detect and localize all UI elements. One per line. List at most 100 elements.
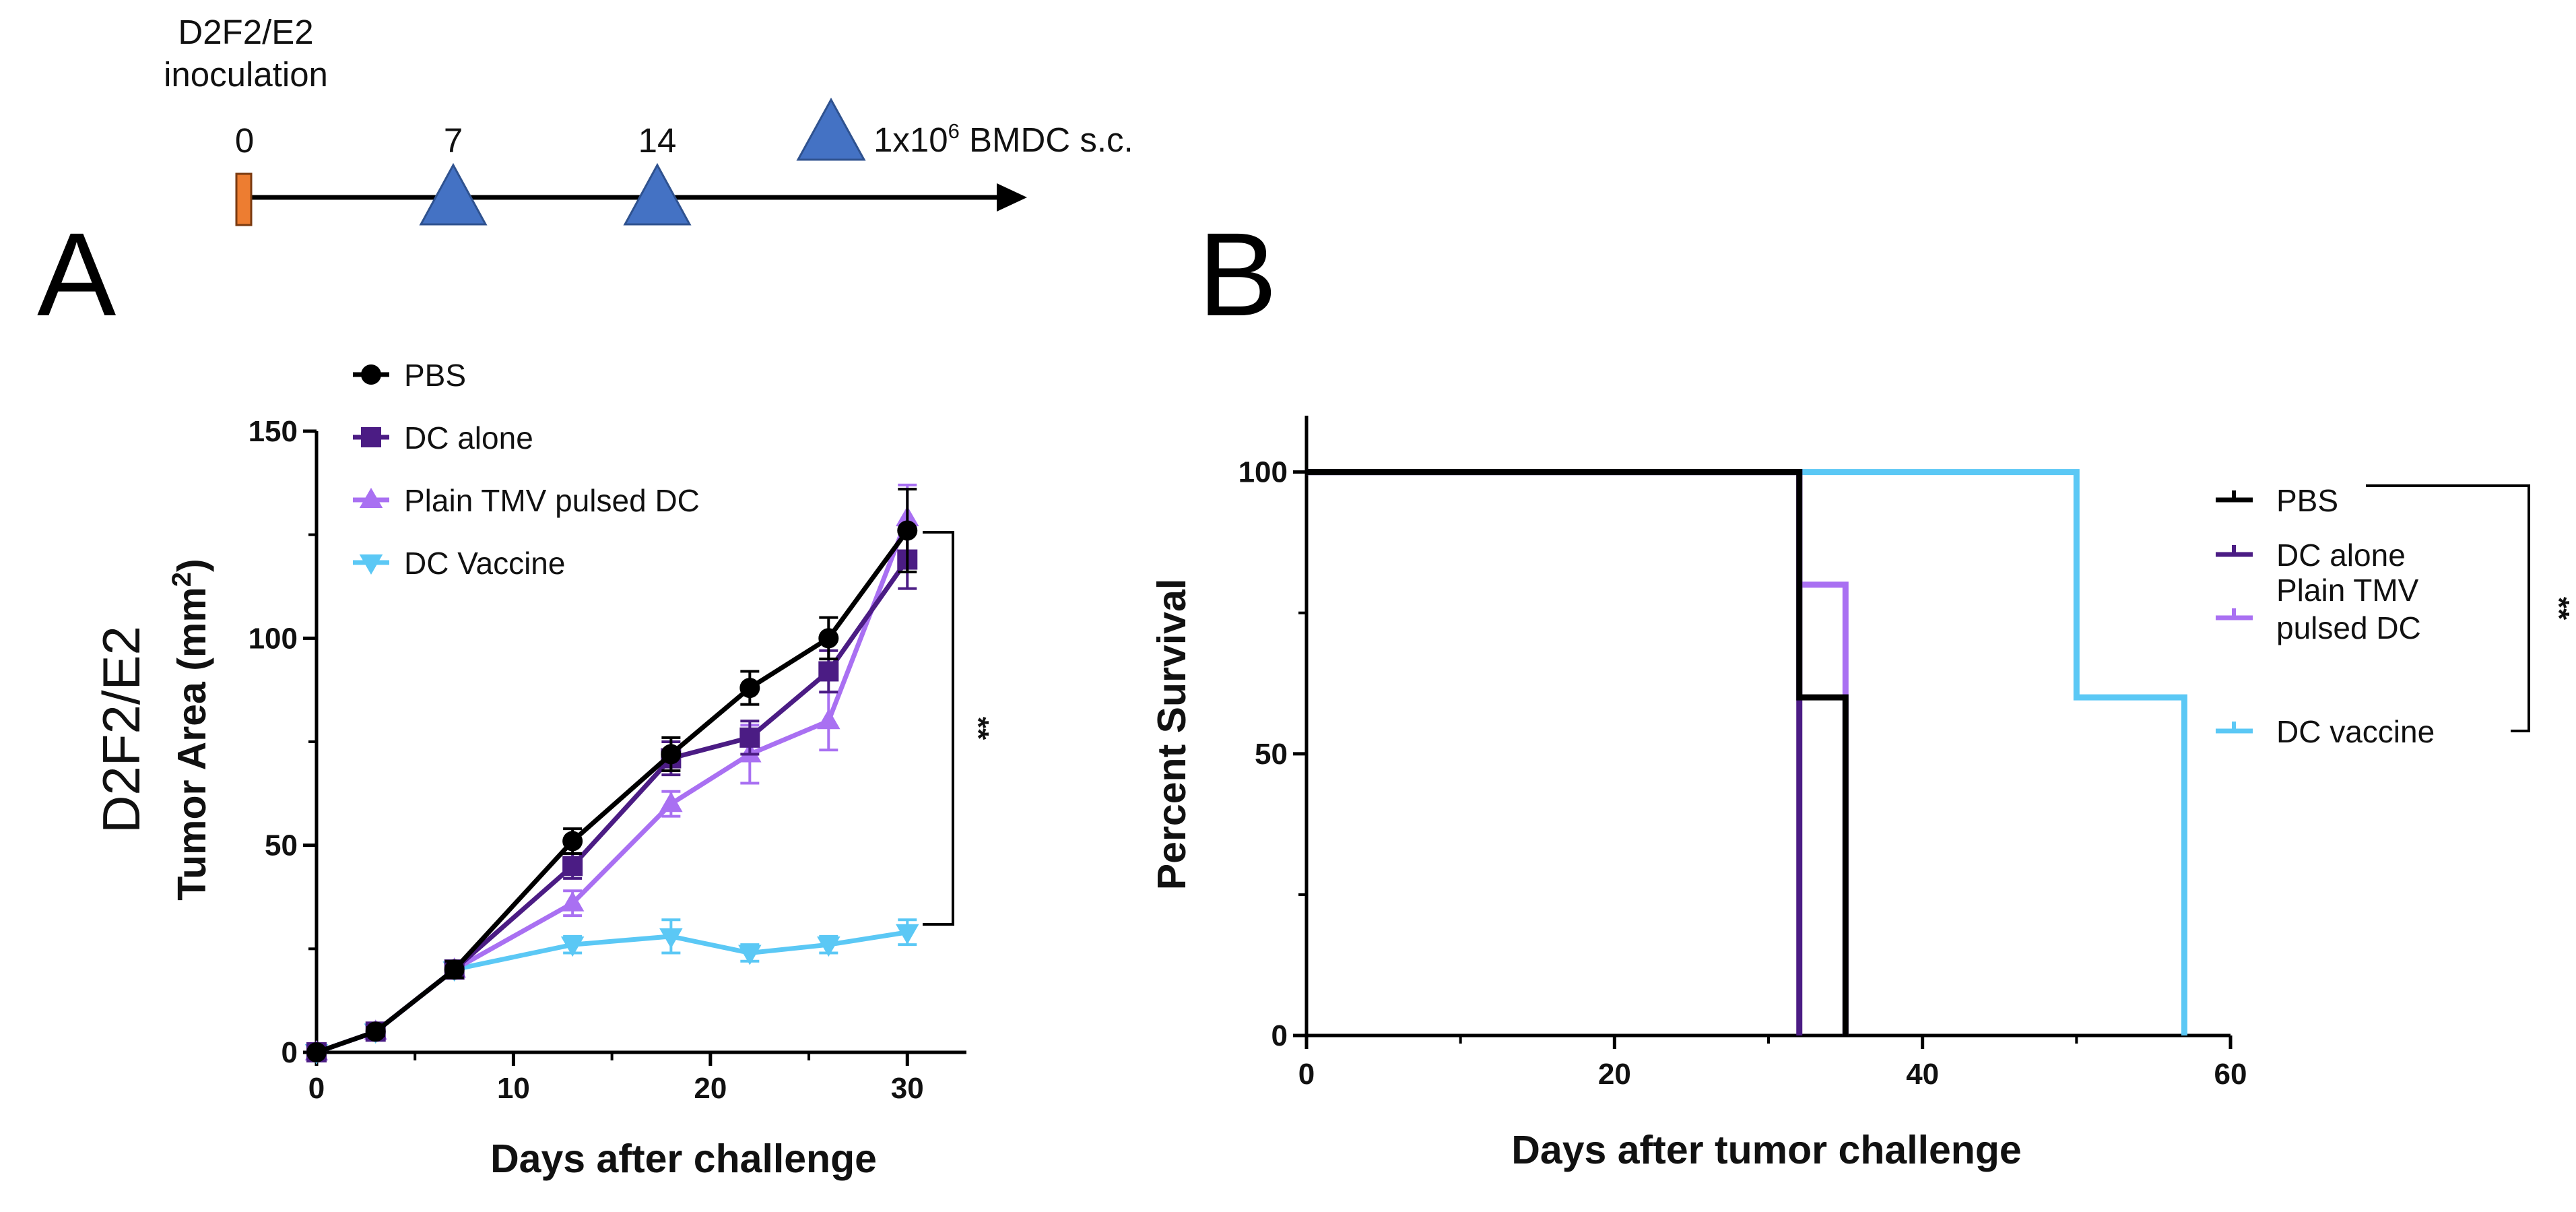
- chart-b-legend-item-pbs: PBS: [2216, 483, 2338, 518]
- timeline-arrowhead: [997, 183, 1027, 212]
- chart-a-point-dc-alone: [562, 856, 583, 876]
- chart-a-point-plain-tmv-pulsed-dc: [817, 709, 840, 730]
- chart-b-step-line-dc-vaccine: [1307, 469, 2187, 1035]
- chart-b: Percent Survival Days after tumor challe…: [1150, 416, 2575, 1172]
- chart-b-legend-label: DC vaccine: [2276, 714, 2435, 749]
- chart-a-significance-bracket: [923, 531, 954, 926]
- chart-a-side-label: D2F2/E2: [92, 626, 151, 833]
- chart-b-legend-item-dc-vaccine: DC vaccine: [2216, 714, 2435, 749]
- chart-a-line-plain-tmv-pulsed-dc: [315, 517, 910, 1055]
- chart-b-series: [1307, 469, 2187, 1035]
- chart-a-point-dc-vaccine: [560, 936, 585, 957]
- chart-a-y-axis: 0 50 100 150: [249, 415, 319, 1069]
- chart-b-x-axis-title: Days after tumor challenge: [1511, 1128, 2021, 1172]
- panel-letter-a: A: [37, 209, 117, 341]
- chart-b-x-tick-label: 20: [1598, 1058, 1631, 1091]
- chart-a-x-axis-title: Days after challenge: [490, 1137, 877, 1181]
- chart-a-y-tick-label: 0: [282, 1036, 298, 1069]
- chart-a-series: [304, 483, 919, 1064]
- chart-b-x-tick-label: 40: [1906, 1058, 1939, 1091]
- chart-b-x-tick-label: 60: [2214, 1058, 2247, 1091]
- chart-a-x-tick-label: 30: [891, 1072, 924, 1105]
- chart-a-point-plain-tmv-pulsed-dc: [560, 891, 585, 912]
- chart-a-line-pbs: [315, 529, 910, 1055]
- chart-a-point-pbs: [818, 628, 839, 649]
- chart-a-legend-label: DC alone: [404, 420, 533, 455]
- chart-b-x-tick-label: 0: [1298, 1058, 1315, 1091]
- chart-a-point-dc-vaccine: [817, 936, 840, 957]
- chart-a-significance: **: [923, 531, 995, 926]
- chart-a-point-pbs: [306, 1042, 327, 1062]
- chart-a-point-pbs: [661, 744, 682, 765]
- timeline: D2F2/E2 inoculation 0 7 14 1x106 BMDC s.…: [164, 13, 1133, 226]
- timeline-day-7: 7: [444, 121, 463, 160]
- chart-a-legend-marker-dc-vaccine: [359, 554, 383, 575]
- chart-b-step-line-plain-tmv-pulsed-dc: [1307, 469, 1849, 1035]
- timeline-start-marker: [235, 172, 253, 226]
- chart-a: D2F2/E2 Tumor Area (mm2) Days after chal…: [92, 358, 995, 1181]
- chart-a-point-pbs: [444, 959, 465, 980]
- chart-a-legend-item-pbs: PBS: [353, 358, 466, 393]
- chart-a-legend-item-dc-alone: DC alone: [353, 420, 533, 455]
- chart-a-line-dc-vaccine: [315, 930, 908, 1055]
- timeline-day-14: 14: [638, 121, 677, 160]
- chart-a-series-pbs: [306, 488, 918, 1062]
- chart-a-legend-item-plain-tmv-pulsed-dc: Plain TMV pulsed DC: [353, 483, 700, 518]
- chart-a-legend: PBS DC alone Plain TMV pulsed DC DC Vaccine: [353, 358, 700, 581]
- chart-a-point-dc-alone: [818, 661, 839, 682]
- timeline-day-0: 0: [235, 121, 254, 160]
- chart-a-legend-item-dc-vaccine: DC Vaccine: [353, 546, 565, 581]
- chart-b-legend-label: pulsed DC: [2276, 610, 2421, 645]
- chart-a-legend-marker-plain-tmv-pulsed-dc: [359, 488, 383, 508]
- chart-a-x-axis: 0 10 20 30: [308, 1050, 966, 1105]
- chart-a-point-pbs: [739, 678, 760, 699]
- timeline-legend-text: 1x106 BMDC s.c.: [873, 119, 1133, 159]
- chart-b-y-tick-label: 0: [1272, 1019, 1288, 1052]
- chart-a-point-pbs: [897, 520, 918, 541]
- chart-a-point-dc-vaccine: [659, 928, 683, 949]
- chart-a-y-tick-label: 150: [249, 415, 298, 448]
- chart-b-y-axis: 0 50 100: [1239, 416, 1309, 1052]
- chart-a-legend-label: DC Vaccine: [404, 546, 565, 581]
- timeline-bmdc-triangle-day7: [419, 162, 488, 226]
- timeline-legend-triangle: [796, 97, 866, 161]
- chart-a-legend-label: PBS: [404, 358, 466, 393]
- timeline-bmdc-triangle-day14: [623, 162, 692, 226]
- chart-a-point-pbs: [562, 831, 583, 852]
- chart-a-point-pbs: [365, 1021, 386, 1042]
- chart-b-step-line-dc-alone: [1307, 469, 1803, 1035]
- chart-a-legend-label: Plain TMV pulsed DC: [404, 483, 700, 518]
- chart-a-series-dc-vaccine: [304, 918, 919, 1064]
- panel-letter-b: B: [1198, 209, 1277, 341]
- chart-b-significance-label: **: [2542, 597, 2575, 620]
- chart-a-x-tick-label: 10: [497, 1072, 530, 1105]
- chart-a-point-plain-tmv-pulsed-dc: [659, 792, 683, 812]
- chart-b-significance-bracket: [2366, 484, 2530, 732]
- chart-a-y-tick-label: 100: [249, 622, 298, 655]
- chart-b-step-line-pbs: [1307, 469, 1849, 1035]
- chart-a-series-plain-tmv-pulsed-dc: [304, 483, 919, 1060]
- chart-b-legend-label: PBS: [2276, 483, 2338, 518]
- chart-a-series-dc-alone: [306, 529, 918, 1062]
- chart-a-point-dc-alone: [739, 727, 760, 748]
- timeline-start-label-line1: D2F2/E2: [178, 13, 313, 51]
- timeline-start-label-line2: inoculation: [164, 55, 328, 94]
- chart-a-y-axis-title: Tumor Area (mm2): [167, 559, 214, 900]
- chart-b-y-axis-title: Percent Survival: [1150, 579, 1194, 890]
- chart-a-point-dc-vaccine: [896, 924, 919, 945]
- chart-b-legend-label: Plain TMV: [2276, 573, 2419, 608]
- chart-a-significance-label: **: [962, 717, 995, 740]
- chart-a-legend-marker-pbs: [361, 364, 381, 385]
- chart-b-legend-label: DC alone: [2276, 538, 2406, 573]
- chart-a-y-tick-label: 50: [265, 829, 298, 862]
- chart-b-y-tick-label: 50: [1255, 738, 1288, 771]
- chart-b-y-tick-label: 100: [1239, 456, 1288, 489]
- chart-b-significance: **: [2366, 484, 2575, 732]
- chart-a-x-tick-label: 20: [694, 1072, 727, 1105]
- chart-a-legend-marker-dc-alone: [361, 427, 381, 447]
- chart-a-point-dc-vaccine: [738, 945, 762, 965]
- chart-a-x-tick-label: 0: [308, 1072, 325, 1105]
